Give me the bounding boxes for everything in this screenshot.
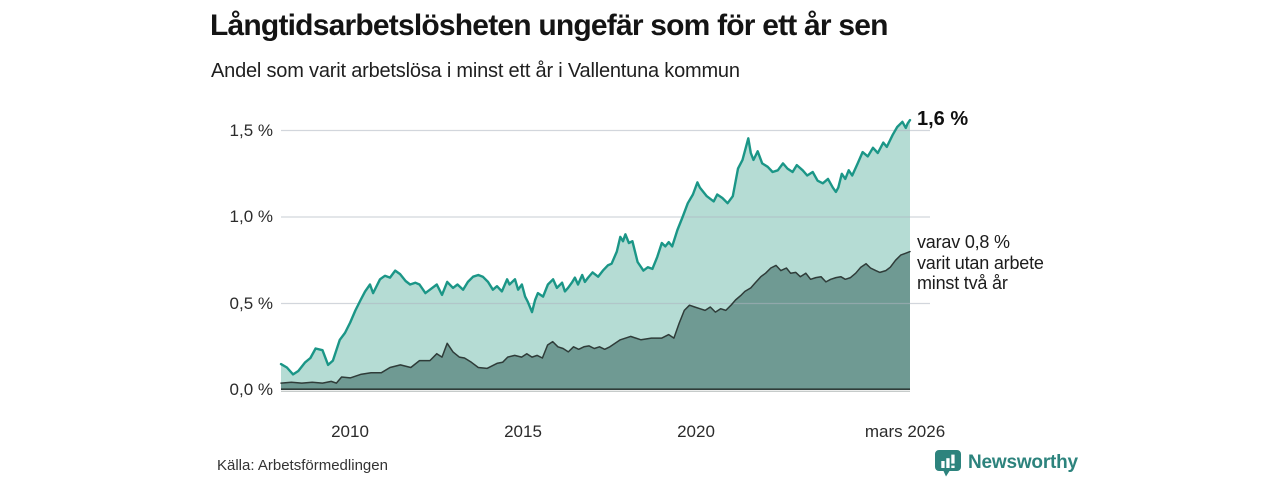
- newsworthy-wordmark: Newsworthy: [968, 452, 1078, 473]
- series-end-note: varav 0,8 % varit utan arbete minst två …: [917, 232, 1087, 294]
- y-axis-tick-0-5: 0,5 %: [229, 294, 273, 313]
- end-note-line-2: varit utan arbete: [917, 252, 1044, 273]
- end-note-line-1: varav 0,8 %: [917, 232, 1010, 252]
- line-minst-ett-ar: [279, 118, 912, 376]
- end-note-line-3: minst två år: [917, 273, 1008, 293]
- chart-title: Långtidsarbetslösheten ungefär som för e…: [210, 9, 888, 42]
- series-end-value-label: 1,6 %: [917, 108, 969, 130]
- y-axis-tick-1-5: 1,5 %: [229, 121, 273, 140]
- chart-subtitle: Andel som varit arbetslösa i minst ett å…: [211, 60, 740, 82]
- newsworthy-logo: Newsworthy: [933, 447, 1078, 479]
- x-axis-tick-mars-2026: mars 2026: [864, 422, 946, 441]
- x-axis-tick-2020: 2020: [677, 422, 715, 441]
- x-axis-tick-2015: 2015: [504, 422, 542, 441]
- x-axis-tick-2010: 2010: [331, 422, 369, 441]
- source-attribution: Källa: Arbetsförmedlingen: [217, 457, 388, 474]
- bar-chart-speech-bubble-icon: [935, 450, 961, 477]
- y-axis-tick-1-0: 1,0 %: [229, 207, 273, 226]
- line-minst-tva-ar: [280, 250, 911, 384]
- y-axis-tick-0-0: 0,0 %: [229, 380, 273, 399]
